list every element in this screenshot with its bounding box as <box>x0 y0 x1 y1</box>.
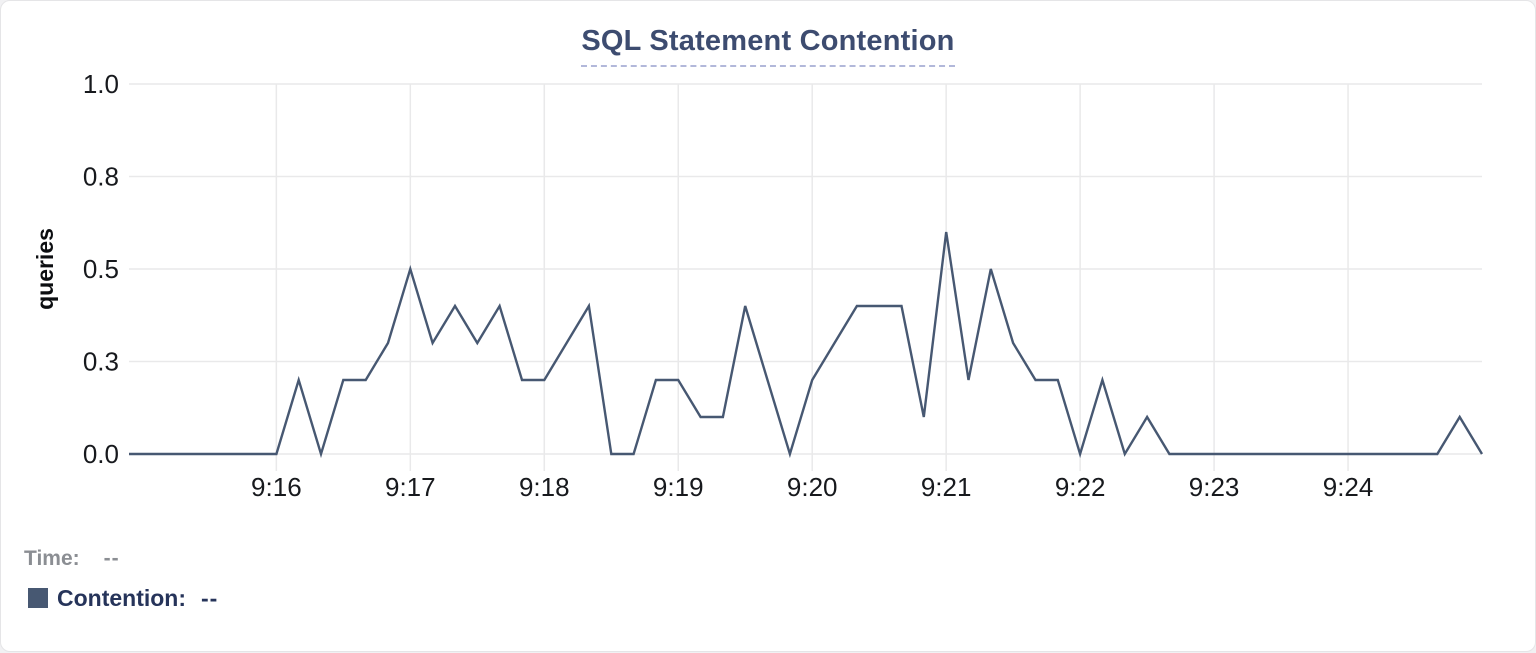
y-tick-label: 0.8 <box>83 162 119 192</box>
x-tick-label: 9:21 <box>921 472 972 502</box>
x-tick-label: 9:18 <box>519 472 570 502</box>
x-tick-label: 9:23 <box>1189 472 1240 502</box>
contention-value: -- <box>201 584 219 611</box>
x-tick-label: 9:19 <box>653 472 704 502</box>
y-tick-label: 1.0 <box>83 69 119 99</box>
chart-header: SQL Statement Contention <box>1 25 1535 67</box>
legend-time-row: Time: -- <box>24 547 218 571</box>
chart-title[interactable]: SQL Statement Contention <box>581 25 955 67</box>
time-label: Time: <box>24 547 80 570</box>
hover-legend: Time: -- Contention: -- <box>24 547 218 611</box>
legend-contention-row: Contention: -- <box>24 585 218 611</box>
y-axis-title: queries <box>32 228 58 310</box>
x-tick-label: 9:24 <box>1323 472 1374 502</box>
x-tick-label: 9:20 <box>787 472 838 502</box>
contention-series-swatch <box>28 588 48 608</box>
time-value: -- <box>103 547 120 570</box>
contention-label: Contention: <box>57 584 187 611</box>
series-line-contention <box>129 231 1484 459</box>
x-tick-label: 9:16 <box>251 472 302 502</box>
y-tick-label: 0.5 <box>83 254 119 284</box>
y-tick-label: 0.3 <box>83 347 119 377</box>
x-tick-label: 9:22 <box>1055 472 1106 502</box>
x-tick-label: 9:17 <box>385 472 436 502</box>
y-tick-label: 0.0 <box>83 439 119 469</box>
